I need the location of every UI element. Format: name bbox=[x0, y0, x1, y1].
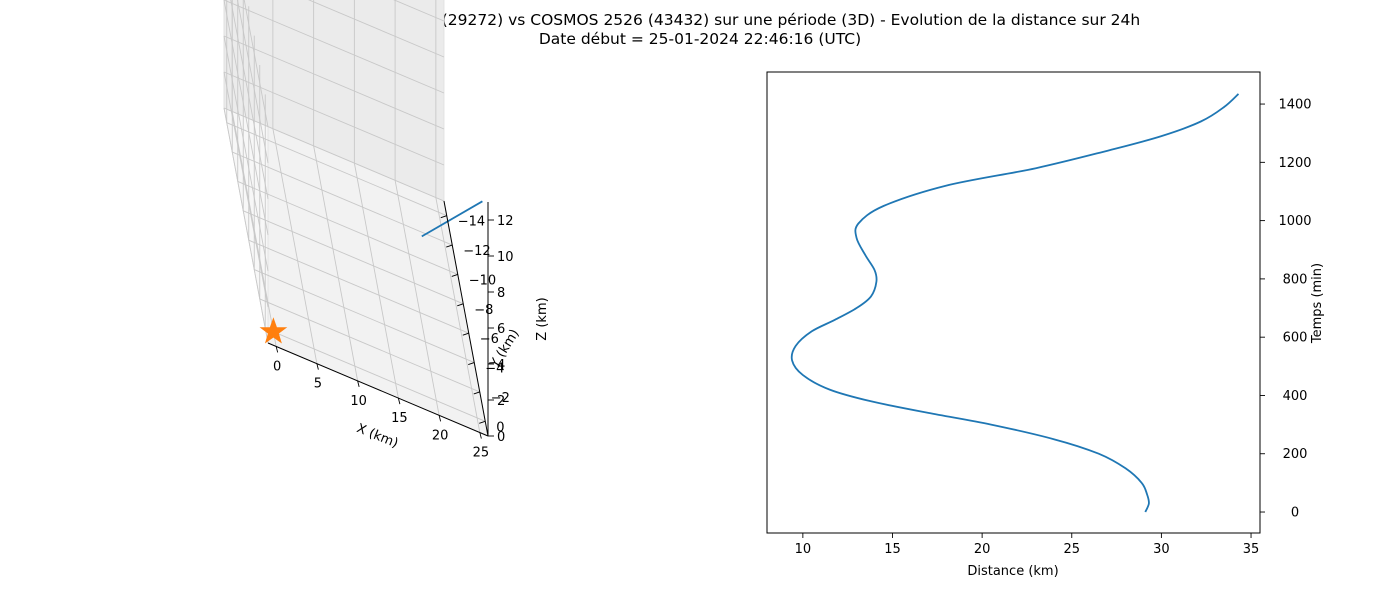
x-tick-label: 15 bbox=[391, 411, 408, 426]
y-tick-label: −8 bbox=[474, 303, 493, 318]
y-tick-label: 600 bbox=[1283, 331, 1308, 346]
plot-distance-time: 10 15 20 25 30 35 0 200 400 600 800 1000 1200 1400 Di… bbox=[766, 71, 1325, 579]
grid-z-left bbox=[237, 0, 269, 164]
y-tick-label: 200 bbox=[1283, 447, 1308, 462]
y-tick-label: −2 bbox=[491, 391, 510, 406]
x-tick-label: 10 bbox=[795, 542, 812, 557]
z-tick-label: 12 bbox=[497, 214, 514, 229]
y-tick-label: 0 bbox=[496, 420, 504, 435]
grid-z-back bbox=[223, 0, 445, 94]
y-tick-mark bbox=[451, 274, 458, 277]
y-tick-label: −14 bbox=[458, 215, 485, 230]
chart-title-line2: Date début = 25-01-2024 22:46:16 (UTC) bbox=[539, 30, 861, 48]
chart-title-line1: Mvt relatif de JCSAT 10 (29272) vs COSMO… bbox=[260, 11, 1140, 29]
y-axis-line bbox=[443, 200, 489, 437]
z-tick-label: 2 bbox=[497, 394, 505, 409]
grid-z-left bbox=[230, 0, 269, 200]
z-tick-label: 0 bbox=[497, 430, 505, 445]
y-tick-mark bbox=[457, 303, 464, 307]
grid-x-floor bbox=[435, 197, 481, 433]
x-tick-mark bbox=[357, 380, 360, 387]
grid-y-floor bbox=[265, 327, 486, 422]
z-tick-label: 4 bbox=[497, 358, 505, 373]
y-tick-label: 1400 bbox=[1278, 98, 1311, 113]
y-tick-mark bbox=[473, 391, 480, 395]
y-tick-label: −4 bbox=[485, 362, 504, 377]
x-tick-mark bbox=[275, 346, 279, 353]
grid-z-left bbox=[243, 0, 269, 128]
distance-curve bbox=[790, 93, 1240, 513]
x-tick-mark bbox=[438, 415, 442, 422]
grid-y-floor bbox=[248, 239, 469, 334]
grid-z-back bbox=[308, 0, 445, 58]
grid-y-floor bbox=[243, 210, 464, 305]
x-tick-label: 20 bbox=[974, 542, 991, 557]
grid-y-floor bbox=[254, 269, 475, 363]
grid-y-floor bbox=[232, 151, 453, 246]
x-tick-label: 5 bbox=[314, 377, 322, 392]
z-tick-label: 6 bbox=[497, 322, 505, 337]
grid-z-left bbox=[223, 107, 269, 344]
grid-x-floor bbox=[272, 128, 318, 364]
axes2d-data bbox=[790, 93, 1240, 513]
x-tick-mark bbox=[479, 432, 482, 439]
y-tick-mark bbox=[440, 215, 447, 219]
axes2d-ticks: 10 15 20 25 30 35 0 200 400 600 800 1000 1200 1400 bbox=[795, 98, 1312, 557]
plot-frame bbox=[766, 71, 1261, 534]
x-tick-label: 15 bbox=[884, 542, 901, 557]
grid-y-floor bbox=[237, 181, 458, 275]
origin-star-marker bbox=[259, 317, 288, 344]
x-tick-mark bbox=[397, 398, 401, 405]
y-tick-label: 0 bbox=[1291, 506, 1299, 521]
y-tick-label: 800 bbox=[1283, 272, 1308, 287]
grid-z-back bbox=[393, 0, 445, 22]
x-tick-label: 0 bbox=[273, 359, 281, 374]
grid-z-back bbox=[223, 35, 445, 130]
grid-z-left bbox=[223, 0, 269, 236]
x-tick-label: 35 bbox=[1243, 542, 1260, 557]
y-tick-label: −10 bbox=[469, 273, 496, 288]
y-tick-label: 1200 bbox=[1278, 156, 1311, 171]
grid-x-floor bbox=[394, 180, 440, 416]
z-tick-label: 8 bbox=[497, 286, 505, 301]
x-tick-label: 25 bbox=[473, 446, 490, 461]
x-tick-label: 10 bbox=[350, 394, 367, 409]
x-tick-mark bbox=[316, 363, 319, 370]
y-tick-label: 400 bbox=[1283, 389, 1308, 404]
x-tick-label: 20 bbox=[432, 428, 449, 443]
y-tick-label: −12 bbox=[463, 244, 490, 259]
y-tick-mark bbox=[468, 362, 475, 365]
axes3d-grid bbox=[223, 0, 486, 433]
x-tick-label: 30 bbox=[1153, 542, 1170, 557]
grid-z-left bbox=[223, 71, 269, 308]
y-tick-mark bbox=[479, 420, 486, 424]
axes3d-ticks: 0 5 10 15 20 25 0 −2 −4 −6 −8 −10 −12 −14 0 2 4 6 8 10 12 bbox=[267, 200, 514, 461]
y-tick-label: 1000 bbox=[1278, 214, 1311, 229]
y-tick-mark bbox=[462, 332, 469, 336]
axes3d-data bbox=[259, 200, 483, 344]
grid-y-floor bbox=[259, 298, 480, 393]
x-tick-label: 25 bbox=[1063, 542, 1080, 557]
grid-x-floor bbox=[313, 145, 359, 381]
x-axis-label: Distance (km) bbox=[967, 564, 1058, 579]
grid-x-floor bbox=[353, 163, 399, 399]
y-tick-mark bbox=[446, 244, 453, 248]
relative-motion-line bbox=[421, 200, 483, 238]
z-tick-label: 10 bbox=[497, 250, 514, 265]
grid-z-left bbox=[223, 35, 269, 272]
y-tick-label: −6 bbox=[480, 332, 499, 347]
y-axis-label: Temps (min) bbox=[1310, 263, 1325, 344]
x-axis-line bbox=[267, 342, 489, 437]
z-axis-label: Z (km) bbox=[535, 297, 550, 340]
